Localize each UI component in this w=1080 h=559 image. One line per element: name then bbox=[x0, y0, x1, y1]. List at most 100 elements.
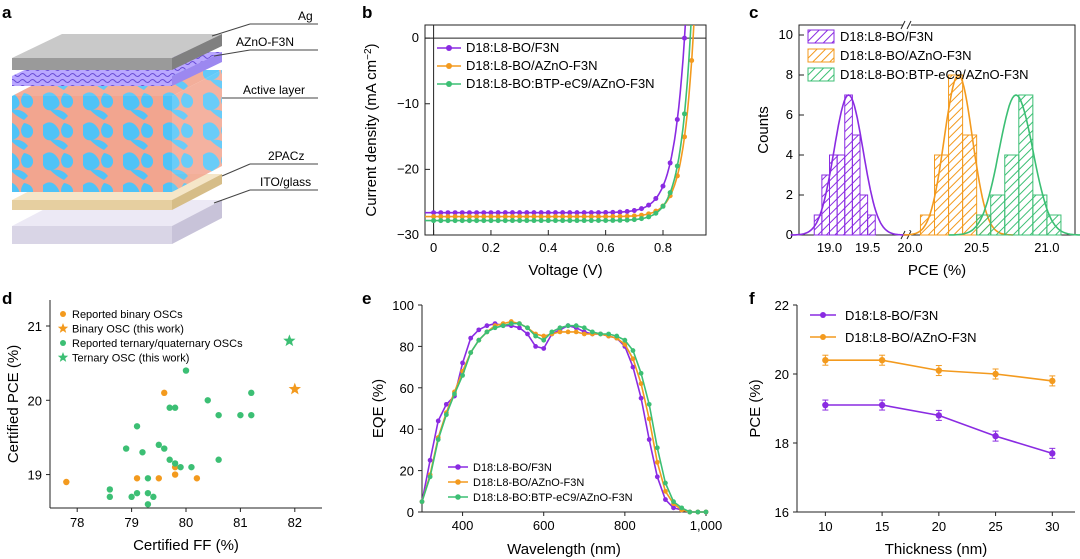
legend-label: D18:L8-BO/F3N bbox=[473, 462, 552, 474]
plot-frame bbox=[424, 24, 707, 236]
data-point bbox=[508, 321, 514, 327]
histogram-bar bbox=[836, 154, 846, 236]
data-point bbox=[667, 190, 673, 196]
y-tick-label: 21 bbox=[28, 319, 42, 334]
svg-text:ITO/glass: ITO/glass bbox=[260, 175, 311, 189]
data-point bbox=[574, 210, 580, 216]
legend-label: D18:L8-BO/F3N bbox=[840, 29, 933, 44]
data-point bbox=[549, 329, 555, 335]
data-point bbox=[660, 183, 666, 189]
data-point bbox=[438, 214, 444, 220]
data-point bbox=[617, 217, 623, 223]
data-point bbox=[617, 213, 623, 219]
y-tick-label: 8 bbox=[786, 67, 793, 82]
data-point bbox=[481, 214, 487, 220]
jv-curve-chart: Voltage (V) Current density (mA cm−2) 0 0.2… bbox=[363, 24, 707, 279]
x-axis-label: Thickness (nm) bbox=[885, 541, 988, 558]
data-point bbox=[509, 218, 515, 224]
gaussian-fit bbox=[948, 94, 1080, 236]
data-point bbox=[452, 210, 458, 216]
data-point bbox=[545, 218, 551, 224]
data-point bbox=[541, 333, 547, 339]
data-point bbox=[466, 214, 472, 220]
data-point bbox=[654, 459, 660, 465]
data-point bbox=[610, 214, 616, 220]
data-point bbox=[538, 210, 544, 216]
x-tick-label: 79 bbox=[124, 515, 138, 530]
data-point bbox=[595, 210, 601, 216]
scatter-point bbox=[182, 367, 190, 374]
data-point bbox=[517, 214, 523, 220]
legend-marker bbox=[57, 323, 69, 333]
scatter-point bbox=[139, 449, 146, 456]
ag-top bbox=[12, 34, 222, 58]
data-point bbox=[502, 210, 508, 216]
data-point bbox=[484, 323, 490, 329]
legend-marker bbox=[820, 312, 826, 318]
data-point bbox=[567, 218, 573, 224]
legend-marker bbox=[57, 352, 69, 362]
x-tick-label: 80 bbox=[179, 515, 193, 530]
data-point bbox=[443, 412, 449, 418]
scatter-point bbox=[155, 441, 162, 449]
data-point bbox=[671, 499, 676, 505]
data-point bbox=[531, 218, 537, 224]
legend-marker bbox=[446, 63, 452, 69]
data-point bbox=[431, 218, 437, 224]
data-point bbox=[552, 210, 558, 216]
histogram-bar bbox=[976, 214, 992, 236]
data-point bbox=[495, 218, 501, 224]
scatter-point bbox=[128, 493, 135, 501]
data-point bbox=[631, 217, 637, 223]
histogram-bar bbox=[919, 214, 936, 236]
y-tick-label: 4 bbox=[786, 147, 793, 162]
data-point bbox=[443, 401, 449, 407]
svg-text:2PACz: 2PACz bbox=[268, 149, 304, 163]
scatter-point bbox=[144, 501, 152, 508]
data-point bbox=[663, 497, 668, 502]
svg-text:AZnO-F3N: AZnO-F3N bbox=[236, 35, 294, 49]
data-point bbox=[603, 210, 609, 216]
histogram-bar bbox=[990, 194, 1006, 236]
data-point bbox=[468, 335, 474, 341]
legend-marker bbox=[455, 464, 461, 470]
certified-scatter-chart: Certified FF (%) Certified PCE (%) 78 79 80 8… bbox=[5, 300, 322, 554]
series-line bbox=[421, 322, 706, 513]
data-point bbox=[588, 214, 594, 220]
data-point bbox=[560, 210, 566, 216]
scatter-point bbox=[171, 460, 179, 467]
gaussian-fit bbox=[790, 94, 908, 236]
series-line bbox=[425, 25, 692, 222]
data-point bbox=[445, 218, 451, 224]
y-axis-label: Certified PCE (%) bbox=[5, 345, 22, 463]
legend-label: Reported ternary/quaternary OSCs bbox=[72, 338, 243, 350]
data-point bbox=[557, 325, 563, 331]
data-point bbox=[452, 218, 458, 224]
scatter-point bbox=[204, 397, 211, 404]
pce-histogram-chart: PCE (%) Counts 0 2 4 6 8 10 19.0 19.5 20.0 20.5 21.0… bbox=[755, 20, 1080, 279]
data-point bbox=[610, 217, 616, 223]
y-tick-label: 10 bbox=[779, 27, 793, 42]
y-tick-label: 20 bbox=[775, 367, 789, 382]
data-point bbox=[573, 329, 579, 335]
y-tick-label: 0 bbox=[786, 227, 793, 242]
data-point bbox=[488, 214, 494, 220]
scatter-point bbox=[161, 445, 168, 452]
y-tick-label: 0 bbox=[412, 30, 419, 45]
data-point bbox=[567, 214, 573, 220]
x-tick-label: 19.0 bbox=[817, 240, 842, 255]
y-tick-label: 80 bbox=[400, 339, 414, 354]
data-point bbox=[427, 457, 433, 463]
legend-swatch bbox=[807, 29, 835, 44]
data-point bbox=[545, 214, 551, 220]
histogram-bar bbox=[851, 134, 861, 236]
active-layer-front bbox=[12, 96, 172, 192]
data-point bbox=[460, 360, 465, 366]
y-tick-label: 20 bbox=[400, 464, 414, 479]
x-tick-label: 20.0 bbox=[897, 240, 922, 255]
x-tick-label: 0 bbox=[430, 240, 437, 255]
scatter-point bbox=[215, 411, 222, 419]
histogram-bar bbox=[867, 214, 876, 236]
data-point bbox=[581, 218, 587, 224]
